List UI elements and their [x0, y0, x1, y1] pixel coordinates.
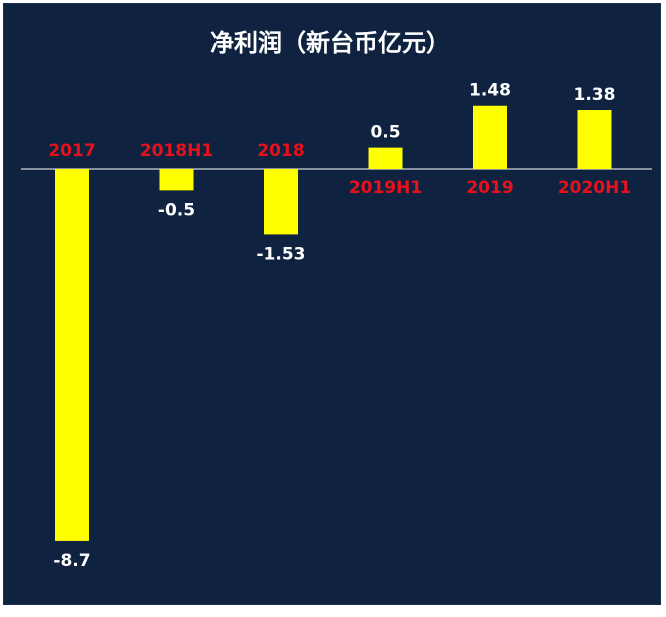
value-label-2018h1: -0.5	[158, 200, 195, 220]
chart-title: 净利润（新台币亿元）	[210, 29, 450, 57]
category-label-2018h1: 2018H1	[140, 141, 213, 161]
category-label-2018: 2018	[257, 141, 304, 161]
bar-2018h1	[159, 169, 194, 191]
value-label-2018: -1.53	[257, 244, 306, 264]
bar-2019h1	[368, 147, 403, 169]
bar-2019	[473, 105, 507, 169]
value-label-2020h1: 1.38	[574, 85, 616, 105]
chart-svg: 净利润（新台币亿元） -8.7 2017 -0.5 2018H1 -1.53 2018 0.…	[21, 29, 652, 571]
value-label-2019: 1.48	[469, 81, 511, 101]
category-label-2017: 2017	[48, 141, 95, 161]
bar-2020h1	[577, 110, 612, 169]
bar-2017	[55, 169, 89, 541]
category-label-2020h1: 2020H1	[558, 178, 631, 198]
value-label-2019h1: 0.5	[370, 123, 400, 143]
category-label-2019h1: 2019H1	[349, 178, 422, 198]
value-label-2017: -8.7	[53, 551, 90, 571]
category-label-2019: 2019	[466, 178, 513, 198]
chart-panel: 净利润（新台币亿元） -8.7 2017 -0.5 2018H1 -1.53 2018 0.…	[3, 3, 661, 605]
bar-group: -8.7 2017 -0.5 2018H1 -1.53 2018 0.5 2019H1 1.48…	[48, 81, 631, 571]
bar-2018	[264, 169, 298, 235]
